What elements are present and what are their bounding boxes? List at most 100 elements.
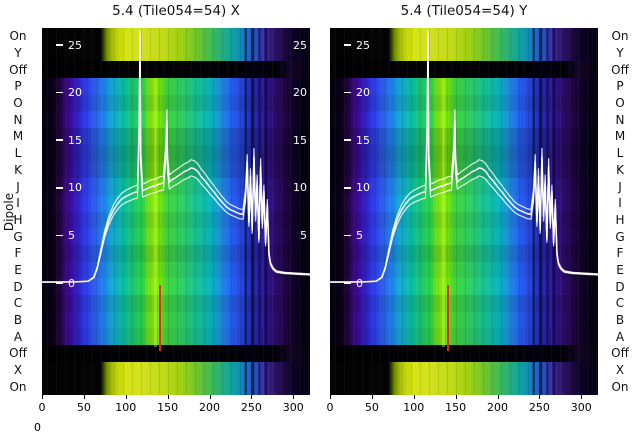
dipole-label-item: G: [615, 229, 625, 244]
dipole-label-item: C: [615, 296, 625, 311]
heatmap-panel-x: 25 20 15 10 5 0 25 20 15 10 5: [42, 28, 310, 395]
power-tick: 20: [56, 86, 82, 100]
x-tick-label: 200: [487, 401, 508, 414]
dipole-label-item: On: [611, 29, 629, 44]
dipole-label-item: Y: [14, 46, 22, 61]
panel-title-x: 5.4 (Tile054=54) X: [112, 3, 240, 19]
dipole-label-item: L: [616, 146, 624, 161]
dipole-label-item: P: [616, 79, 624, 94]
tick-dash: [344, 139, 351, 141]
x-tick-label: 0: [326, 401, 334, 414]
x-tick-mark: [293, 395, 295, 399]
dipole-label-item: K: [14, 162, 22, 177]
bandpass-trace: [42, 30, 310, 283]
dipole-label-item: I: [618, 196, 622, 211]
tick-dash: [56, 91, 63, 94]
bandpass-trace-svg: [330, 30, 598, 283]
power-tick-label: 0: [68, 276, 75, 290]
power-tick: 10: [344, 181, 370, 195]
dipole-label-item: On: [9, 379, 27, 394]
power-tick-label: 5: [68, 228, 75, 242]
dipole-label-item: P: [14, 79, 22, 94]
power-tick: 5: [56, 228, 75, 242]
x-tick-mark: [413, 395, 415, 399]
power-tick-label: 5: [356, 228, 363, 242]
dipole-label-item: N: [615, 112, 625, 127]
x-tick-label: 300: [570, 401, 592, 414]
power-tick: 15: [56, 133, 82, 147]
dipole-labels-left: On Y Off P O N M L K J I H G F E D C B A Off X On: [3, 28, 33, 395]
tick-dash: [344, 187, 351, 189]
bandpass-trace: [330, 52, 598, 283]
dipole-label-item: X: [13, 363, 23, 378]
x-tick-mark: [125, 395, 127, 399]
dipole-label-item: F: [14, 246, 22, 261]
dipole-label-item: Off: [611, 62, 629, 77]
power-tick: 0: [56, 276, 75, 290]
x-tick-label: 250: [528, 401, 550, 414]
panel-title-y: 5.4 (Tile054=54) Y: [400, 3, 528, 19]
x-axis-panel-y: 0 50 100 150 200 250 300: [326, 395, 598, 419]
power-tick: 5: [344, 228, 363, 242]
dipole-label-item: A: [13, 329, 23, 344]
x-tick-mark: [251, 395, 253, 399]
power-tick-label: 0: [356, 276, 363, 290]
dipole-label-item: X: [615, 363, 625, 378]
tick-dash: [56, 187, 63, 189]
x-axis-panel-x: 0 50 100 150 200 250 300: [38, 395, 310, 419]
dipole-label-item: On: [611, 379, 629, 394]
power-tick: 10: [56, 181, 82, 195]
power-tick-label: 20: [68, 86, 82, 100]
power-tick-right: 10: [293, 181, 307, 195]
rfi-dark-stripes: [42, 28, 310, 395]
tick-dash: [56, 234, 63, 237]
x-tick-mark: [42, 395, 43, 399]
power-tick-label: 10: [356, 181, 370, 195]
x-tick-mark: [330, 395, 331, 399]
dipole-label-item: E: [14, 262, 22, 277]
x-tick-label: 150: [157, 401, 179, 414]
tick-dash: [344, 44, 351, 46]
rfi-dark-stripes: [330, 28, 598, 395]
power-tick: 20: [344, 86, 370, 100]
power-tick-right: 25: [293, 38, 307, 52]
red-marker-line: [447, 285, 449, 351]
power-tick-label: 10: [68, 181, 82, 195]
dipole-label-item: K: [616, 162, 624, 177]
x-tick-label: 150: [445, 401, 467, 414]
dipole-label-item: On: [9, 29, 27, 44]
tick-dash: [344, 91, 351, 94]
red-marker-line: [159, 285, 161, 351]
x-tick-mark: [497, 395, 499, 399]
x-tick-mark: [83, 395, 85, 399]
dipole-label-item: O: [13, 96, 23, 111]
x-tick-label: 100: [403, 401, 425, 414]
x-tick-mark: [539, 395, 541, 399]
power-tick-label: 25: [356, 38, 370, 52]
power-tick: 0: [344, 276, 363, 290]
dipole-label-item: I: [16, 196, 20, 211]
x-tick-mark: [209, 395, 211, 399]
dipole-label-item: J: [16, 179, 20, 194]
heatmap-panel-y: 25 20 15 10 5 0: [330, 28, 598, 395]
dipole-label-item: A: [615, 329, 625, 344]
x-tick-label: 50: [76, 401, 91, 414]
power-tick-label: 15: [68, 133, 82, 147]
bandpass-trace: [42, 52, 310, 283]
x-tick-label: 250: [240, 401, 262, 414]
dipole-label-item: G: [13, 229, 23, 244]
dipole-label-item: F: [616, 246, 624, 261]
tick-dash: [56, 139, 63, 141]
bandpass-trace: [330, 34, 598, 283]
x-tick-mark: [455, 395, 457, 399]
x-tick-label: 0: [38, 401, 46, 414]
x-tick-mark: [371, 395, 373, 399]
dipole-label-item: M: [12, 129, 24, 144]
x-tick-label: 200: [199, 401, 220, 414]
dipole-label-item: C: [13, 296, 23, 311]
x-tick-mark: [581, 395, 583, 399]
x-tick-label: 50: [364, 401, 379, 414]
power-tick-right: 20: [293, 86, 307, 100]
dipole-label-item: L: [14, 146, 22, 161]
